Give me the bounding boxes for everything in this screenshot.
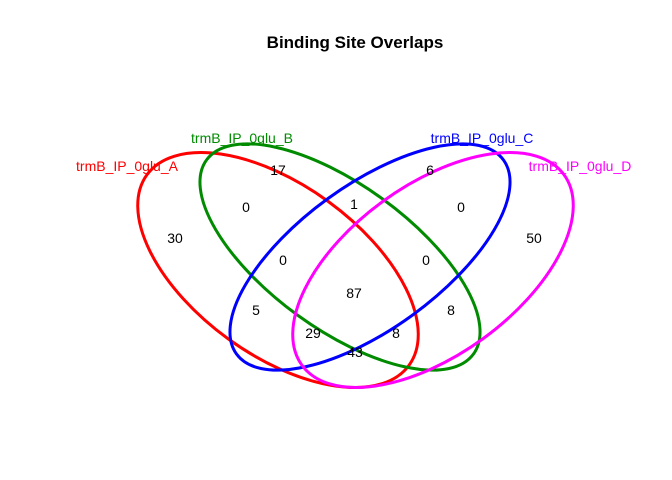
count-bd: 8 (447, 302, 455, 318)
count-bc: 1 (350, 196, 358, 212)
diagram-title: Binding Site Overlaps (267, 33, 444, 52)
count-bcd: 0 (422, 252, 430, 268)
set-d-label: trmB_IP_0glu_D (529, 158, 632, 174)
set-b-label: trmB_IP_0glu_B (191, 130, 293, 146)
set-a-ellipse (136, 151, 420, 389)
count-ad: 43 (347, 344, 363, 360)
count-abcd: 87 (346, 285, 362, 301)
set-a-label: trmB_IP_0glu_A (76, 158, 179, 174)
count-cd: 0 (457, 199, 465, 215)
count-d-only: 50 (526, 230, 542, 246)
count-abc: 0 (279, 252, 287, 268)
set-d-ellipse (291, 151, 575, 389)
count-ac: 5 (252, 302, 260, 318)
set-b-ellipse (198, 142, 482, 372)
set-c-label: trmB_IP_0glu_C (431, 130, 534, 146)
count-acd: 29 (305, 325, 321, 341)
count-b-only: 17 (270, 162, 286, 178)
count-c-only: 6 (426, 162, 434, 178)
count-a-only: 30 (167, 230, 183, 246)
count-ab: 0 (242, 199, 250, 215)
set-c-ellipse (228, 142, 512, 372)
count-abd: 8 (392, 325, 400, 341)
